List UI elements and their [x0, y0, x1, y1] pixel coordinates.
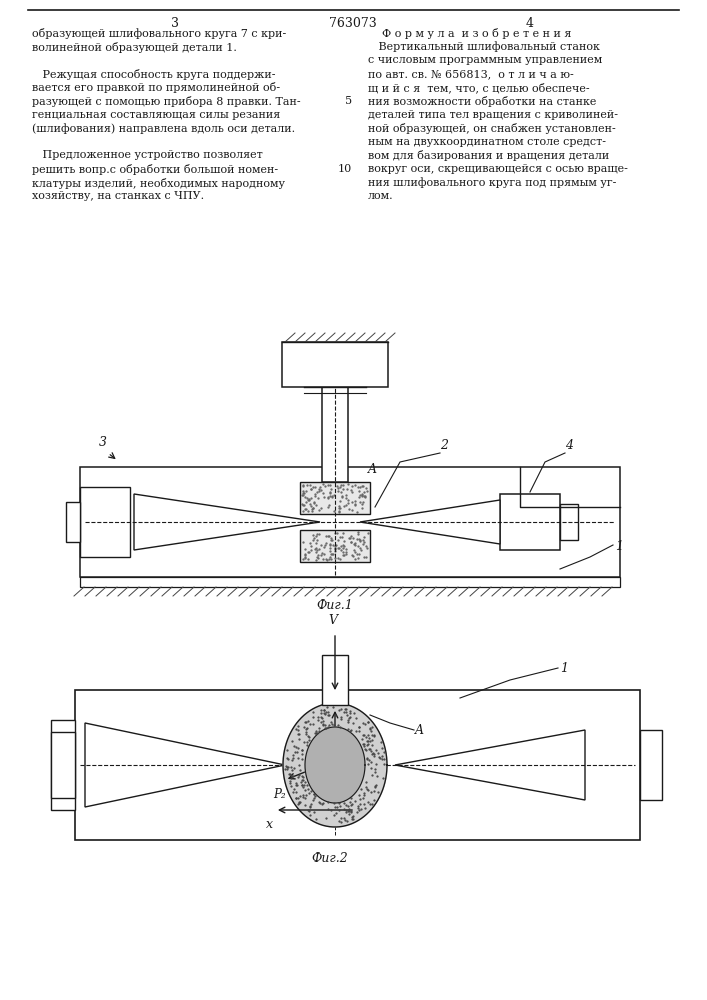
Text: A: A: [415, 724, 424, 736]
Text: с числовым программным управлением: с числовым программным управлением: [368, 55, 602, 65]
Bar: [51, 732, 75, 798]
Text: разующей с помощью прибора 8 правки. Тан-: разующей с помощью прибора 8 правки. Тан…: [32, 96, 300, 107]
Text: лом.: лом.: [368, 191, 394, 201]
Bar: [322, 655, 348, 705]
Text: 2: 2: [440, 439, 448, 452]
Text: Ф о р м у л а  и з о б р е т е н и я: Ф о р м у л а и з о б р е т е н и я: [382, 28, 571, 39]
Polygon shape: [305, 727, 365, 803]
Bar: [282, 342, 388, 387]
Bar: [80, 487, 130, 557]
Text: вом для базирования и вращения детали: вом для базирования и вращения детали: [368, 150, 609, 161]
Text: x: x: [266, 818, 272, 831]
Text: 763073: 763073: [329, 17, 377, 30]
Text: по авт. св. № 656813,  о т л и ч а ю-: по авт. св. № 656813, о т л и ч а ю-: [368, 69, 574, 79]
Bar: [80, 577, 620, 587]
Text: 4: 4: [526, 17, 534, 30]
Text: 10: 10: [338, 164, 352, 174]
Text: генциальная составляющая силы резания: генциальная составляющая силы резания: [32, 110, 280, 120]
Polygon shape: [395, 730, 585, 800]
Polygon shape: [360, 500, 500, 544]
Text: 5: 5: [345, 96, 352, 106]
Polygon shape: [283, 703, 387, 827]
Text: A: A: [368, 463, 377, 476]
Text: щ и й с я  тем, что, с целью обеспече-: щ и й с я тем, что, с целью обеспече-: [368, 82, 590, 93]
Text: вокруг оси, скрещивающейся с осью враще-: вокруг оси, скрещивающейся с осью враще-: [368, 164, 628, 174]
Text: деталей типа тел вращения с криволиней-: деталей типа тел вращения с криволиней-: [368, 110, 618, 120]
Text: Y: Y: [321, 691, 329, 704]
Text: Фиг.1: Фиг.1: [317, 599, 354, 612]
Bar: [640, 730, 662, 800]
Text: хозяйству, на станках с ЧПУ.: хозяйству, на станках с ЧПУ.: [32, 191, 204, 201]
Bar: [66, 502, 80, 542]
Text: решить вопр.с обработки большой номен-: решить вопр.с обработки большой номен-: [32, 164, 278, 175]
Text: волинейной образующей детали 1.: волинейной образующей детали 1.: [32, 42, 237, 53]
Bar: [560, 504, 578, 540]
Text: P₂: P₂: [273, 788, 286, 801]
Bar: [80, 467, 620, 577]
Text: ния возможности обработки на станке: ния возможности обработки на станке: [368, 96, 597, 107]
Bar: [51, 720, 75, 810]
Text: 3: 3: [171, 17, 179, 30]
Text: вается его правкой по прямолинейной об-: вается его правкой по прямолинейной об-: [32, 82, 280, 93]
Text: 4: 4: [565, 439, 573, 452]
Text: образующей шлифовального круга 7 с кри-: образующей шлифовального круга 7 с кри-: [32, 28, 286, 39]
Polygon shape: [85, 723, 285, 807]
Text: Предложенное устройство позволяет: Предложенное устройство позволяет: [32, 150, 263, 160]
Text: 3: 3: [99, 436, 107, 449]
Bar: [500, 494, 560, 550]
Text: V: V: [329, 614, 337, 627]
Text: 1: 1: [560, 662, 568, 674]
Text: Режущая способность круга поддержи-: Режущая способность круга поддержи-: [32, 69, 276, 80]
Text: ния шлифовального круга под прямым уг-: ния шлифовального круга под прямым уг-: [368, 178, 617, 188]
Text: ной образующей, он снабжен установлен-: ной образующей, он снабжен установлен-: [368, 123, 616, 134]
Text: (шлифования) направлена вдоль оси детали.: (шлифования) направлена вдоль оси детали…: [32, 123, 295, 134]
Text: Вертикальный шлифовальный станок: Вертикальный шлифовальный станок: [368, 42, 600, 52]
Bar: [300, 482, 370, 514]
Text: клатуры изделий, необходимых народному: клатуры изделий, необходимых народному: [32, 178, 285, 189]
Text: Фиг.2: Фиг.2: [312, 852, 349, 865]
Bar: [75, 690, 640, 840]
Bar: [300, 530, 370, 562]
Polygon shape: [134, 494, 320, 550]
Bar: [322, 387, 348, 482]
Text: ным на двухкоординатном столе средст-: ным на двухкоординатном столе средст-: [368, 137, 606, 147]
Text: 1: 1: [615, 540, 623, 554]
